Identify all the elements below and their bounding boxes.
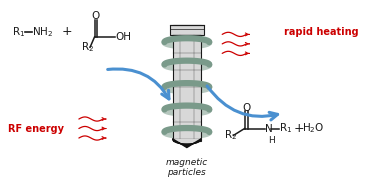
Text: R$_1$: R$_1$ bbox=[12, 25, 25, 39]
FancyArrowPatch shape bbox=[207, 86, 277, 120]
Text: rapid heating: rapid heating bbox=[284, 27, 358, 37]
Text: +: + bbox=[293, 122, 304, 135]
Text: RF energy: RF energy bbox=[8, 124, 64, 134]
Polygon shape bbox=[173, 139, 201, 147]
Text: R$_2$: R$_2$ bbox=[81, 40, 94, 54]
Text: O: O bbox=[243, 103, 251, 113]
Bar bbox=[173, 25, 201, 141]
Text: magnetic: magnetic bbox=[166, 158, 208, 167]
Text: R$_2$: R$_2$ bbox=[224, 129, 237, 142]
Text: N: N bbox=[265, 124, 273, 134]
Polygon shape bbox=[173, 139, 201, 144]
Text: particles: particles bbox=[167, 168, 206, 177]
Text: OH: OH bbox=[115, 32, 131, 42]
Text: O: O bbox=[91, 11, 100, 21]
FancyArrowPatch shape bbox=[108, 69, 169, 99]
Text: R$_1$: R$_1$ bbox=[279, 122, 293, 136]
Text: H$_2$O: H$_2$O bbox=[302, 122, 324, 136]
Text: H: H bbox=[268, 136, 275, 145]
Text: NH$_2$: NH$_2$ bbox=[33, 25, 53, 39]
Bar bbox=[170, 25, 204, 35]
Text: +: + bbox=[62, 25, 73, 38]
